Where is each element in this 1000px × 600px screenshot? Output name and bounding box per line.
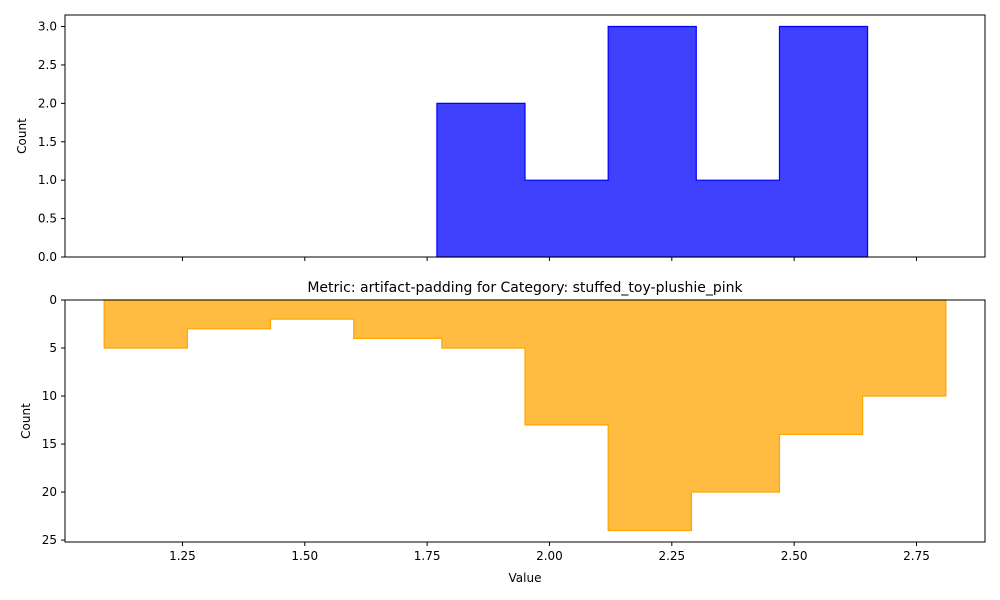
bottom-y-tick-label: 15 bbox=[42, 437, 57, 451]
bottom-x-tick-label: 1.75 bbox=[414, 549, 441, 563]
bottom-x-tick-label: 2.00 bbox=[536, 549, 563, 563]
bottom-x-tick-label: 1.50 bbox=[291, 549, 318, 563]
top-y-tick-label: 3.0 bbox=[38, 20, 57, 34]
top-y-tick-label: 1.5 bbox=[38, 135, 57, 149]
top-y-tick-label: 2.0 bbox=[38, 96, 57, 110]
bottom-y-tick-label: 5 bbox=[49, 341, 57, 355]
bottom-x-tick-label: 2.25 bbox=[658, 549, 685, 563]
bottom-y-tick-label: 10 bbox=[42, 389, 57, 403]
top-y-ticks: 0.0 0.5 1.0 1.5 2.0 2.5 3.0 bbox=[38, 20, 65, 264]
top-x-ticks bbox=[181, 257, 917, 261]
bottom-y-ticks: 0 5 10 15 20 25 bbox=[42, 293, 65, 547]
top-step-area bbox=[436, 25, 869, 258]
bottom-step-area bbox=[103, 299, 947, 532]
bottom-y-tick-label: 20 bbox=[42, 485, 57, 499]
bottom-histogram-bars bbox=[103, 299, 947, 532]
bottom-y-tick-label: 0 bbox=[49, 293, 57, 307]
bottom-x-ticks: 1.25 1.50 1.75 2.00 2.25 2.50 2.75 bbox=[169, 542, 930, 563]
top-histogram-bars bbox=[436, 25, 869, 258]
bottom-x-tick-label: 2.50 bbox=[781, 549, 808, 563]
bottom-chart-title: Metric: artifact-padding for Category: s… bbox=[307, 280, 743, 296]
top-y-axis-label: Count bbox=[15, 118, 29, 154]
bottom-x-tick-label: 1.25 bbox=[169, 549, 196, 563]
bottom-plot-frame bbox=[64, 299, 986, 543]
top-histogram-panel: 0.0 0.5 1.0 1.5 2.0 2.5 3.0 Count bbox=[15, 14, 986, 264]
top-y-tick-label: 1.0 bbox=[38, 173, 57, 187]
bottom-x-tick-label: 2.75 bbox=[903, 549, 930, 563]
bottom-y-tick-label: 25 bbox=[42, 533, 57, 547]
bottom-x-axis-label: Value bbox=[509, 571, 542, 585]
top-y-tick-label: 0.0 bbox=[38, 250, 57, 264]
top-y-tick-label: 2.5 bbox=[38, 58, 57, 72]
top-plot-frame bbox=[64, 14, 986, 258]
bottom-y-axis-label: Count bbox=[19, 403, 33, 439]
top-y-tick-label: 0.5 bbox=[38, 212, 57, 226]
